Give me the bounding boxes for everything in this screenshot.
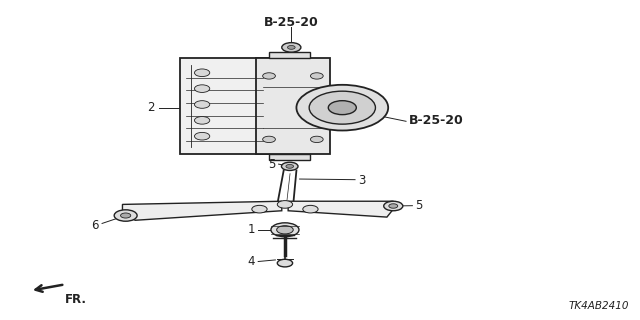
Circle shape (384, 201, 403, 211)
Bar (256, 59, 330, 154)
Text: B-25-20: B-25-20 (409, 114, 464, 127)
Circle shape (276, 226, 293, 234)
Text: 1: 1 (248, 223, 255, 236)
Circle shape (195, 101, 210, 108)
Circle shape (195, 116, 210, 124)
Circle shape (114, 210, 137, 221)
Circle shape (287, 45, 295, 49)
Bar (180, 59, 269, 154)
Circle shape (389, 204, 397, 208)
Text: FR.: FR. (65, 292, 87, 306)
Bar (269, 154, 310, 160)
Text: 3: 3 (358, 174, 365, 187)
Circle shape (310, 73, 323, 79)
Circle shape (195, 69, 210, 76)
Circle shape (282, 162, 298, 171)
Circle shape (195, 132, 210, 140)
Bar (269, 52, 310, 59)
Circle shape (296, 85, 388, 131)
Circle shape (309, 91, 376, 124)
Text: 2: 2 (147, 101, 154, 114)
Circle shape (328, 101, 356, 115)
Circle shape (277, 259, 292, 267)
Polygon shape (122, 201, 282, 220)
Polygon shape (288, 201, 394, 217)
Circle shape (277, 201, 292, 208)
Text: 4: 4 (248, 255, 255, 268)
Circle shape (262, 73, 275, 79)
Text: 5: 5 (415, 198, 423, 212)
Circle shape (271, 223, 299, 237)
Text: B-25-20: B-25-20 (264, 15, 319, 28)
Text: 5: 5 (268, 158, 275, 171)
Circle shape (195, 85, 210, 92)
Circle shape (310, 136, 323, 142)
Circle shape (120, 213, 131, 218)
Text: 6: 6 (91, 219, 99, 232)
Circle shape (303, 205, 318, 213)
Circle shape (252, 205, 267, 213)
Circle shape (286, 164, 294, 168)
Circle shape (282, 43, 301, 52)
Text: TK4AB2410: TK4AB2410 (568, 301, 629, 311)
Circle shape (262, 136, 275, 142)
